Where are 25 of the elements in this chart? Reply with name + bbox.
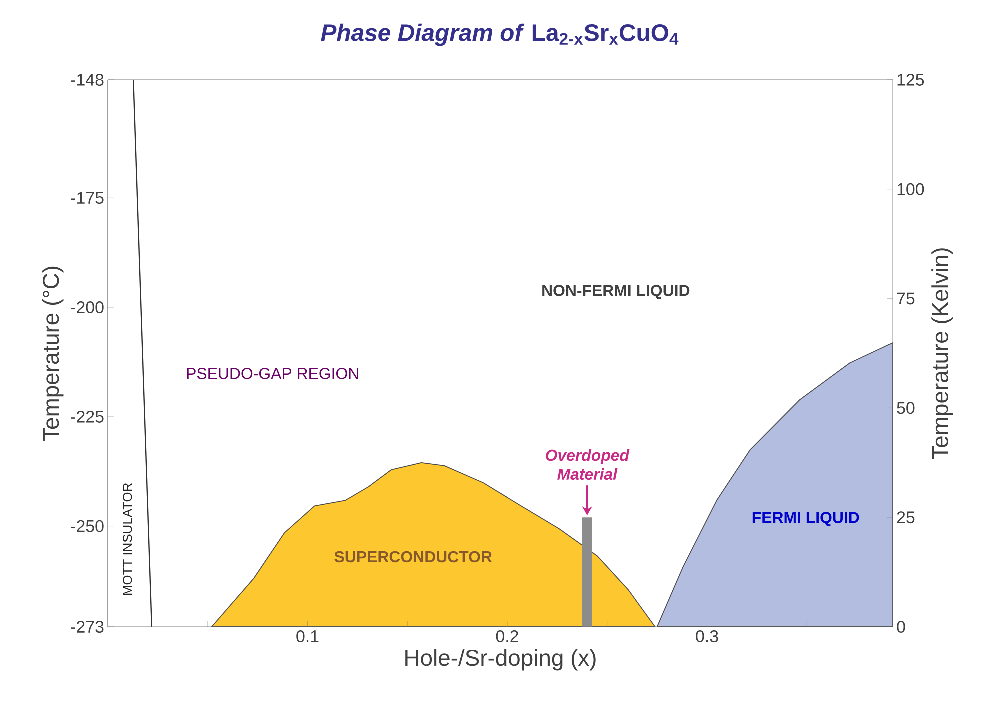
- annotation: SUPERCONDUCTOR: [334, 551, 492, 563]
- x-axis-title: Hole-/Sr-doping (x): [406, 649, 596, 671]
- y-tick-label: -225: [71, 410, 104, 423]
- annotation: Overdoped Material: [546, 449, 630, 480]
- annotation: PSEUDO-GAP REGION: [187, 368, 358, 380]
- y2-tick-label: 50: [897, 402, 915, 414]
- y-axis-title: Temperature (°C): [42, 266, 64, 441]
- x-tick-label: 0.1: [296, 630, 319, 642]
- y2-tick-label: 100: [898, 183, 924, 196]
- y2-tick-label: 125: [898, 74, 924, 86]
- y2-tick-label: 0: [897, 620, 906, 633]
- y-tick-label: -200: [71, 302, 104, 314]
- y-tick-label: -273: [71, 620, 104, 633]
- x-tick-label: 0.2: [496, 630, 518, 642]
- y-tick-label: -250: [71, 520, 104, 532]
- y2-tick-label: 75: [897, 292, 915, 305]
- annotation: NON-FERMI LIQUID: [542, 285, 690, 300]
- chart-title: Phase Diagram of La$_{2-x}$Sr$_{x}$CuO$_{4}$: [321, 24, 679, 46]
- y-tick-label: -148: [71, 74, 104, 86]
- x-tick-label: 0.3: [696, 630, 718, 642]
- annotation: FERMI LIQUID: [752, 512, 860, 526]
- y2-tick-label: 25: [897, 512, 915, 524]
- annotation: MOTT INSULATOR: [123, 483, 132, 596]
- y2-axis-title: Temperature (Kelvin): [932, 248, 953, 460]
- y-tick-label: -175: [71, 192, 104, 204]
